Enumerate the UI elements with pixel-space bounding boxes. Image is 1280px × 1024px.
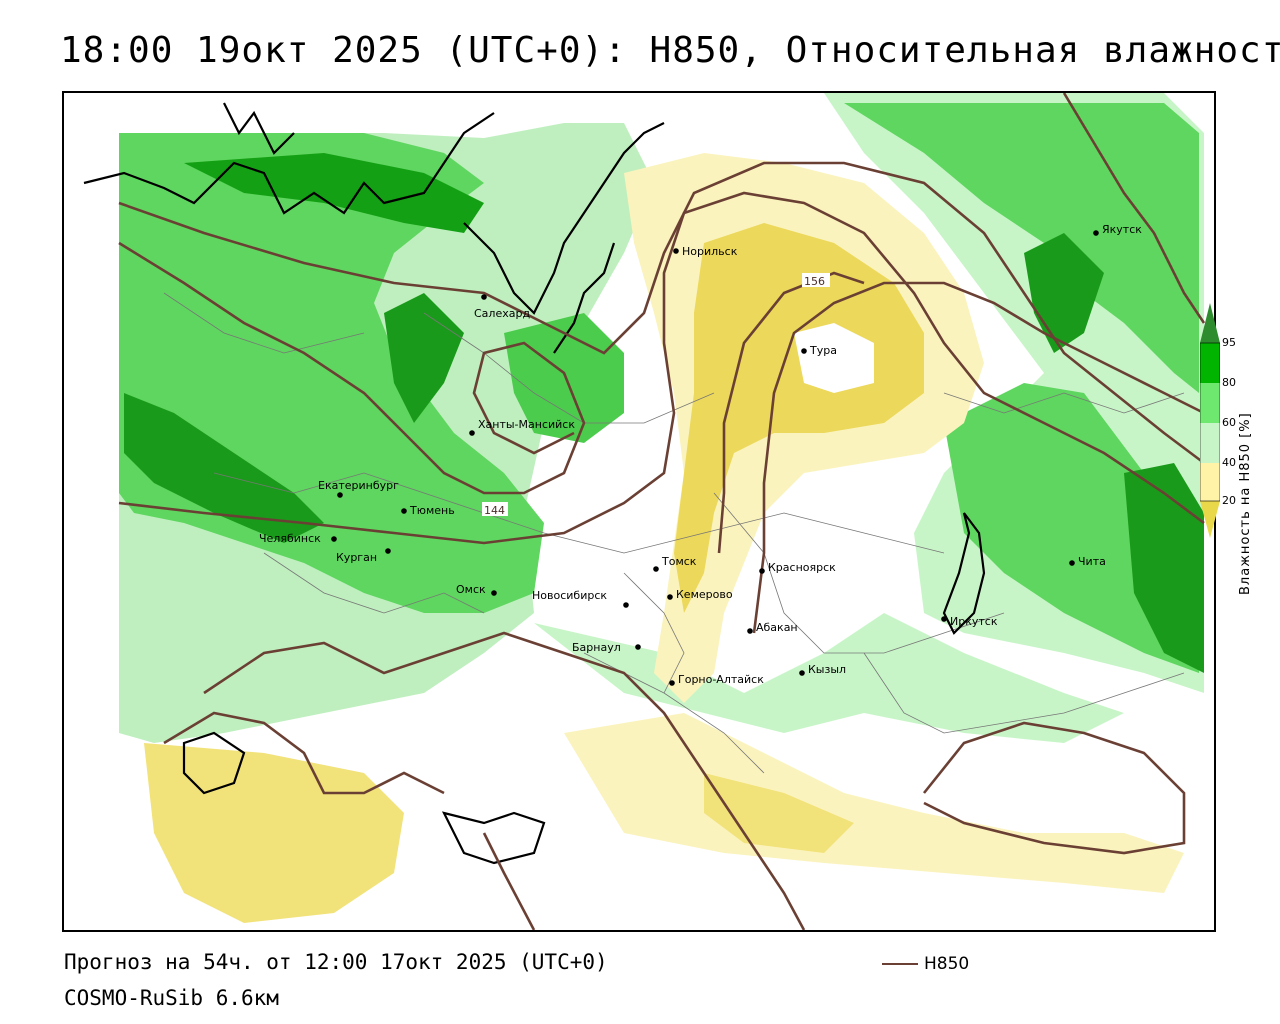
city-label-omsk: Омск <box>456 583 486 596</box>
city-label-barnaul: Барнаул <box>572 641 621 654</box>
contour-legend: H850 <box>882 954 969 974</box>
contour-label-156: 156 <box>804 275 825 288</box>
city-dot-norilsk <box>673 248 679 254</box>
colorbar-tick-40: 40 <box>1222 456 1236 469</box>
city-label-yakutsk: Якутск <box>1102 223 1142 236</box>
city-label-khanty-mansiysk: Ханты-Мансийск <box>478 418 575 431</box>
city-label-tomsk: Томск <box>661 555 697 568</box>
city-dot-tomsk <box>653 566 659 572</box>
city-dot-tyumen <box>401 508 407 514</box>
city-dot-chelyabinsk <box>331 536 337 542</box>
city-label-tyumen: Тюмень <box>409 504 455 517</box>
city-label-chita: Чита <box>1078 555 1106 568</box>
city-dot-novosibirsk <box>623 602 629 608</box>
humidity-field-dark-green-1 <box>184 153 484 233</box>
humidity-field-dark-green-2 <box>124 393 324 543</box>
city-label-ekaterinburg: Екатеринбург <box>318 479 399 492</box>
city-label-kurgan: Курган <box>336 551 377 564</box>
city-dot-ekaterinburg <box>337 492 343 498</box>
forecast-info: Прогноз на 54ч. от 12:00 17окт 2025 (UTC… <box>64 950 608 974</box>
city-dot-abakan <box>747 628 753 634</box>
humidity-field-light-green-south <box>534 613 1124 743</box>
city-dot-barnaul <box>635 644 641 650</box>
humidity-field-dark-green-3 <box>384 293 464 423</box>
city-dot-kemerovo <box>667 594 673 600</box>
humidity-field-yellow-southwest <box>144 743 404 923</box>
city-label-tura: Тура <box>809 344 837 357</box>
city-dot-krasnoyarsk <box>759 568 765 574</box>
city-label-abakan: Абакан <box>756 621 798 634</box>
humidity-field-white-core <box>794 323 874 393</box>
city-dot-gorno-altaysk <box>669 680 675 686</box>
colorbar-tick-20: 20 <box>1222 494 1236 507</box>
city-label-krasnoyarsk: Красноярск <box>768 561 836 574</box>
humidity-colorbar <box>1200 303 1220 538</box>
colorbar-tick-95: 95 <box>1222 336 1236 349</box>
legend-line-swatch <box>882 963 918 965</box>
city-label-kyzyl: Кызыл <box>808 663 846 676</box>
city-label-norilsk: Норильск <box>682 245 738 258</box>
city-dot-kurgan <box>385 548 391 554</box>
city-dot-khanty-mansiysk <box>469 430 475 436</box>
city-label-salekhard: Салехард <box>474 307 530 320</box>
humidity-field-green-southeast <box>944 383 1199 673</box>
humidity-map: 156 144 Норильск Якутск Салехард Тура Ха… <box>64 93 1214 930</box>
humidity-field-light-yellow-south <box>564 713 1184 893</box>
colorbar-tick-80: 80 <box>1222 376 1236 389</box>
city-label-kemerovo: Кемерово <box>676 588 733 601</box>
map-title: 18:00 19окт 2025 (UTC+0): H850, Относите… <box>60 30 1280 71</box>
city-dot-omsk <box>491 590 497 596</box>
map-panel: 156 144 Норильск Якутск Салехард Тура Ха… <box>62 91 1216 932</box>
city-dot-tura <box>801 348 807 354</box>
humidity-field-yellow-south <box>704 773 854 853</box>
city-dot-salekhard <box>481 294 487 300</box>
h850-contours <box>118 93 1206 930</box>
city-label-chelyabinsk: Челябинск <box>259 532 321 545</box>
city-markers: Норильск Якутск Салехард Тура Ханты-Манс… <box>259 223 1142 686</box>
model-name: COSMO-RuSib 6.6км <box>64 986 279 1010</box>
colorbar-title: Влажность на H850 [%] <box>1238 412 1253 595</box>
legend-label: H850 <box>924 954 970 974</box>
contour-label-144: 144 <box>484 504 505 517</box>
city-dot-kyzyl <box>799 670 805 676</box>
colorbar-tick-60: 60 <box>1222 416 1236 429</box>
coastline <box>83 102 986 865</box>
city-dot-irkutsk <box>941 616 947 622</box>
humidity-field-yellow-core <box>674 223 924 613</box>
city-dot-chita <box>1069 560 1075 566</box>
city-label-gorno-altaysk: Горно-Алтайск <box>678 673 764 686</box>
humidity-field-dark-green-5 <box>1124 463 1204 673</box>
humidity-field-green-mid <box>504 313 624 443</box>
humidity-field-green-east <box>844 103 1199 393</box>
city-label-novosibirsk: Новосибирск <box>532 589 607 602</box>
city-dot-yakutsk <box>1093 230 1099 236</box>
city-label-irkutsk: Иркутск <box>950 615 998 628</box>
